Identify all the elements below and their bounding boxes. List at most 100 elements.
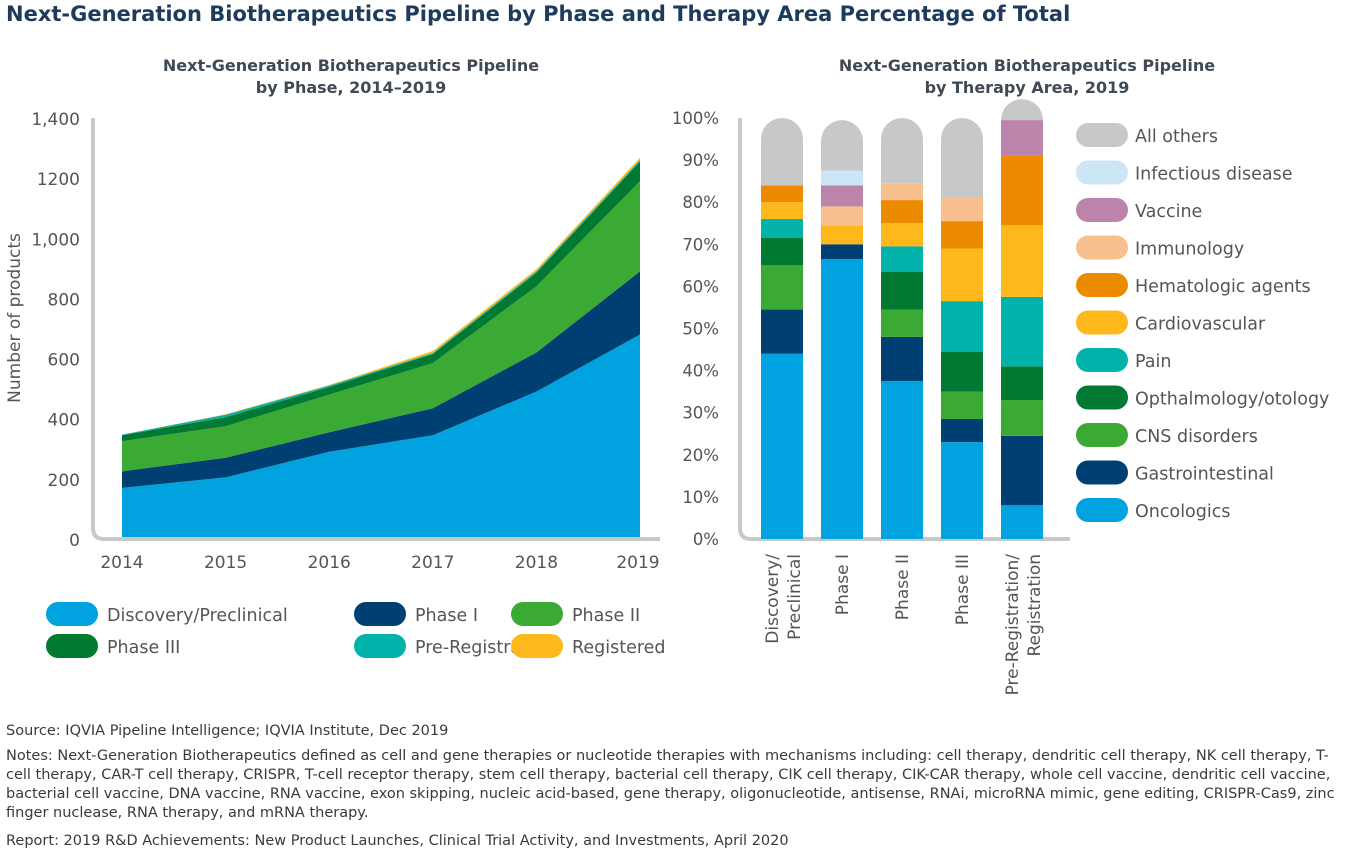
x-tick-label: 2018 — [515, 553, 558, 573]
legend-label-infectious-disease: Infectious disease — [1135, 165, 1292, 185]
bar-chart-title: Next-Generation Biotherapeutics Pipeline… — [797, 55, 1257, 99]
legend-swatch-pain — [1076, 348, 1128, 372]
bar-segment-immunology — [821, 206, 863, 226]
bar-segment-all-others — [1001, 99, 1043, 121]
bar-segment-all-others — [821, 120, 863, 171]
bar-segment-cns-disorders — [761, 265, 803, 310]
bar-segment-immunology — [881, 183, 923, 201]
main-title: Next-Generation Biotherapeutics Pipeline… — [6, 2, 1071, 26]
legend-label-vaccine: Vaccine — [1135, 202, 1202, 222]
bar-segment-oncologics — [941, 442, 983, 539]
bar-segment-hematologic-agents — [881, 200, 923, 224]
area-series-phase-ii — [122, 181, 640, 472]
bar-segment-cardiovascular — [761, 202, 803, 220]
legend-label-all-others: All others — [1135, 127, 1218, 147]
category-label-pre-registration-registration: Pre-Registration/Registration — [1003, 554, 1045, 696]
bar-segment-cns-disorders — [1001, 400, 1043, 436]
y-tick-label: 600 — [48, 351, 80, 371]
category-label-line1: Phase III — [953, 554, 973, 625]
legend-label-opthalmology-otology: Opthalmology/otology — [1135, 390, 1329, 410]
legend-swatch-oncologics — [1076, 498, 1128, 522]
legend-label-gastrointestinal: Gastrointestinal — [1135, 465, 1274, 485]
percent-tick-label: 100% — [672, 109, 719, 128]
area-chart: 0 200 400 600 800 1,000 1200 1,400 2014 2015 2016 2… — [5, 110, 666, 658]
bar-segment-hematologic-agents — [1001, 155, 1043, 226]
bar-chart-axes — [738, 118, 1070, 541]
bar-segment-pain — [881, 246, 923, 272]
percent-tick-label: 80% — [682, 193, 719, 212]
legend-swatch-opthalmology-otology — [1076, 385, 1128, 410]
legend-label-discovery-preclinical: Discovery/Preclinical — [107, 606, 288, 626]
y-tick-label: 1,400 — [31, 110, 80, 130]
bar-segment-all-others — [941, 118, 983, 198]
bar-segment-cardiovascular — [821, 225, 863, 245]
bar-segment-opthalmology-otology — [881, 271, 923, 310]
legend-label-pain: Pain — [1135, 352, 1171, 372]
percent-tick-label: 20% — [682, 446, 719, 465]
legend-label-registered: Registered — [572, 638, 666, 658]
percent-tick-label: 0% — [693, 530, 719, 549]
legend-swatch-vaccine — [1076, 198, 1128, 222]
x-tick-label: 2015 — [204, 553, 247, 573]
legend-swatch-hematologic-agents — [1076, 273, 1128, 297]
y-axis-label: Number of products — [5, 233, 25, 403]
bar-segment-gastrointestinal — [1001, 435, 1043, 506]
percent-tick-label: 30% — [682, 404, 719, 423]
legend-swatch-cns-disorders — [1076, 423, 1128, 447]
category-label-line2: Registration — [1025, 554, 1045, 657]
bar-segment-cardiovascular — [941, 248, 983, 302]
legend-swatch-immunology — [1076, 235, 1128, 260]
bar-chart-title-line1: Next-Generation Biotherapeutics Pipeline — [838, 56, 1216, 75]
area-chart-title-line2: by Phase, 2014–2019 — [255, 78, 447, 97]
category-label-line1: Phase II — [893, 554, 913, 620]
percent-tick-label: 70% — [682, 235, 719, 254]
legend-swatch-registered — [511, 634, 563, 658]
bar-segment-cardiovascular — [881, 223, 923, 247]
bar-segment-cns-disorders — [881, 309, 923, 337]
bar-segment-all-others — [881, 118, 923, 184]
x-tick-label: 2016 — [308, 553, 351, 573]
percent-tick-label: 50% — [682, 320, 719, 339]
bar-segment-oncologics — [1001, 505, 1043, 539]
definition-notes: Notes: Next-Generation Biotherapeutics d… — [6, 748, 1335, 821]
x-tick-label: 2019 — [616, 553, 659, 573]
bar-segment-pain — [941, 301, 983, 352]
percent-tick-label: 40% — [682, 362, 719, 381]
percent-tick-label: 10% — [682, 488, 719, 507]
legend-label-phase-ii: Phase II — [572, 606, 640, 626]
bar-segment-oncologics — [881, 381, 923, 539]
y-tick-label: 1,000 — [31, 230, 80, 250]
category-label-phase-i: Phase I — [833, 554, 853, 615]
y-tick-label: 0 — [69, 531, 80, 551]
bar-segment-gastrointestinal — [761, 309, 803, 354]
legend-label-oncologics: Oncologics — [1135, 502, 1230, 522]
bar-segment-pain — [1001, 296, 1043, 367]
bar-segment-infectious-disease — [821, 170, 863, 186]
legend-label-phase-i: Phase I — [415, 606, 478, 626]
bar-segment-immunology — [941, 197, 983, 222]
y-tick-label: 200 — [48, 471, 80, 491]
bar-chart-title-line2: by Therapy Area, 2019 — [924, 78, 1130, 97]
category-label-line1: Phase I — [833, 554, 853, 615]
legend-swatch-cardiovascular — [1076, 310, 1128, 335]
category-label-line1: Pre-Registration/ — [1003, 554, 1023, 696]
category-label-phase-ii: Phase II — [893, 554, 913, 620]
x-tick-label: 2014 — [100, 553, 143, 573]
legend-swatch-phase-iii — [46, 634, 98, 658]
category-label-discovery-preclinical: Discovery/Preclinical — [763, 554, 805, 644]
bar-chart: 0% 10% 20% 30% 40% 50% 60% 70% 80% 90% 100% Discove… — [672, 99, 1329, 696]
bar-segment-cardiovascular — [1001, 225, 1043, 297]
legend-swatch-gastrointestinal — [1076, 460, 1128, 485]
charts-canvas: 0 200 400 600 800 1,000 1200 1,400 2014 2015 2016 2… — [5, 99, 1329, 696]
legend-swatch-discovery-preclinical — [46, 602, 98, 626]
bar-segment-gastrointestinal — [881, 336, 923, 382]
bar-segment-hematologic-agents — [941, 221, 983, 249]
bar-segment-opthalmology-otology — [761, 237, 803, 266]
bar-segment-opthalmology-otology — [1001, 366, 1043, 401]
area-series-discovery-preclinical — [122, 334, 640, 539]
bar-segment-opthalmology-otology — [941, 351, 983, 392]
category-label-line1: Discovery/ — [763, 554, 783, 644]
x-tick-label: 2017 — [411, 553, 454, 573]
category-label-line2: Preclinical — [785, 554, 805, 640]
bar-segment-cns-disorders — [941, 391, 983, 420]
